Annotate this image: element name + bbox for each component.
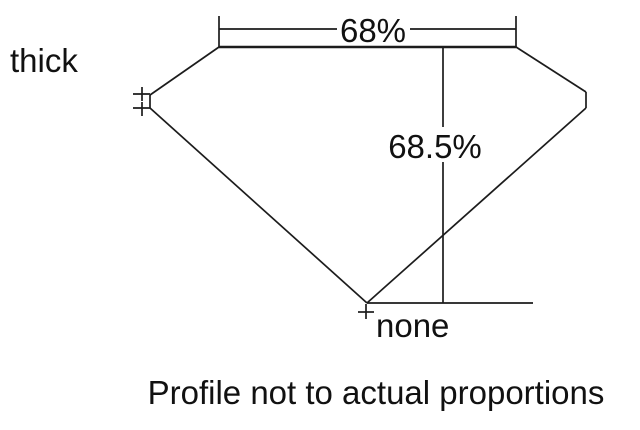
diagram-caption: Profile not to actual proportions	[148, 374, 605, 411]
culet-label: none	[376, 307, 449, 344]
crown-facet-right	[515, 46, 587, 93]
table-width-label: 68%	[340, 12, 406, 49]
pavilion-facet-right	[366, 107, 587, 304]
pavilion-facet-left	[149, 107, 368, 304]
depth-label: 68.5%	[388, 128, 482, 165]
girdle-thickness-label: thick	[10, 42, 78, 79]
crown-facet-left	[149, 46, 220, 96]
